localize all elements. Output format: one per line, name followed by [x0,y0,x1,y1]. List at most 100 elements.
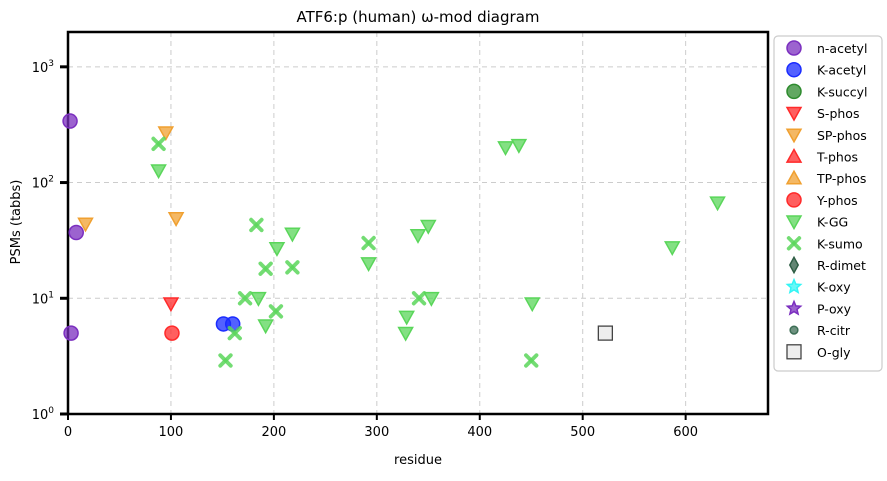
legend-label: TP-phos [816,171,866,186]
legend-label: SP-phos [817,128,867,143]
point-K-GG [409,228,427,244]
point-K-sumo [218,353,233,368]
x-stroke [249,217,264,233]
legend: n-acetyl K-acetyl K-succyl S-phos SP-phos T-p… [773,35,883,372]
grid [67,32,768,415]
point-K-sumo [151,136,166,152]
legend-label: Y-phos [816,193,858,208]
point-K-GG [663,241,681,256]
legend-marker-SP-phos-icon [785,128,803,144]
x-axis-label: residue [394,453,442,468]
point-S-phos [162,297,180,313]
legend-marker-R-citr-icon [789,325,799,335]
x-stroke [411,291,427,306]
legend-marker-K-succyl-icon [786,83,802,100]
legend-marker-Y-phos-icon [786,192,802,208]
point-K-GG [510,138,528,154]
point-K-GG [523,297,541,313]
x-stroke [218,353,233,368]
x-stroke [237,291,253,306]
legend-label: K-sumo [817,236,863,251]
x-stroke [258,261,273,276]
point-K-sumo [237,291,253,306]
legend-label: K-acetyl [817,63,866,78]
legend-marker-T-phos-icon [785,147,803,163]
legend-marker-K-sumo-icon [786,236,802,251]
x-tick-label: 400 [467,425,492,440]
point-K-GG [284,227,301,243]
x-stroke [268,304,284,319]
x-tick-label: 500 [570,425,595,440]
x-tick-label: 600 [673,425,698,440]
plot-frame [66,30,770,416]
legend-marker-TP-phos-icon [785,169,803,185]
legend-box [773,35,883,372]
legend-label: n-acetyl [817,41,867,56]
y-tick-label: 102 [32,175,54,192]
data-points [62,113,726,368]
point-K-sumo [227,325,242,341]
y-tick-label: 100 [32,406,55,423]
point-K-GG [398,310,415,326]
point-K-GG [360,257,377,272]
axes: 0 100 200 300 400 500 600 100 101 102 103 [32,30,770,440]
legend-marker-K-oxy-icon [785,277,803,294]
x-stroke [361,235,376,251]
x-stroke [786,236,802,251]
legend-label: O-gly [817,345,851,360]
point-K-sumo [285,260,300,275]
x-stroke [227,325,242,341]
x-tick-label: 300 [364,425,389,440]
point-K-GG [257,319,274,335]
point-K-GG [397,326,414,342]
point-K-GG [497,141,514,157]
chart-title: ATF6:p (human) ω-mod diagram [297,8,540,26]
point-K-GG [423,291,440,307]
point-K-sumo [258,261,273,276]
x-tick-label: 0 [64,425,72,440]
point-SP-phos [167,212,185,227]
legend-marker-P-oxy-icon [785,299,803,316]
point-K-sumo [249,217,264,233]
x-tick-label: 100 [159,425,184,440]
point-n-acetyl [63,325,79,341]
point-SP-phos [77,217,94,233]
legend-label: K-oxy [817,280,851,295]
point-n-acetyl [68,224,84,241]
point-SP-phos [157,126,175,142]
legend-marker-S-phos-icon [785,106,803,122]
y-tick-label: 101 [32,290,54,307]
point-Y-phos [164,325,180,341]
legend-label: R-dimet [817,258,866,273]
legend-label: P-oxy [817,301,852,316]
point-K-sumo [524,353,539,368]
legend-label: S-phos [817,106,859,121]
point-K-GG [420,219,437,235]
y-axis-label: PSMs (tabbs) [9,180,24,265]
point-K-GG [268,242,286,257]
point-K-sumo [361,235,376,251]
legend-label: T-phos [816,150,858,165]
legend-label: K-GG [817,215,848,230]
x-tick-label: 200 [261,425,286,440]
y-tick-label: 103 [32,59,54,76]
point-K-GG [250,291,267,307]
point-K-sumo [411,291,427,306]
legend-label: K-succyl [817,84,867,99]
legend-marker-K-GG-icon [785,215,803,231]
legend-marker-O-gly-icon [786,344,802,360]
point-O-gly [597,325,614,341]
legend-marker-K-acetyl-icon [786,61,802,78]
point-n-acetyl [62,113,78,129]
legend-marker-n-acetyl-icon [786,40,802,56]
x-stroke [285,260,300,275]
legend-marker-R-dimet-icon [788,255,800,275]
x-stroke [151,136,166,152]
x-stroke [524,353,539,368]
point-K-GG [709,196,726,212]
point-K-sumo [268,304,284,319]
point-K-GG [150,164,167,180]
legend-label: R-citr [817,323,851,338]
